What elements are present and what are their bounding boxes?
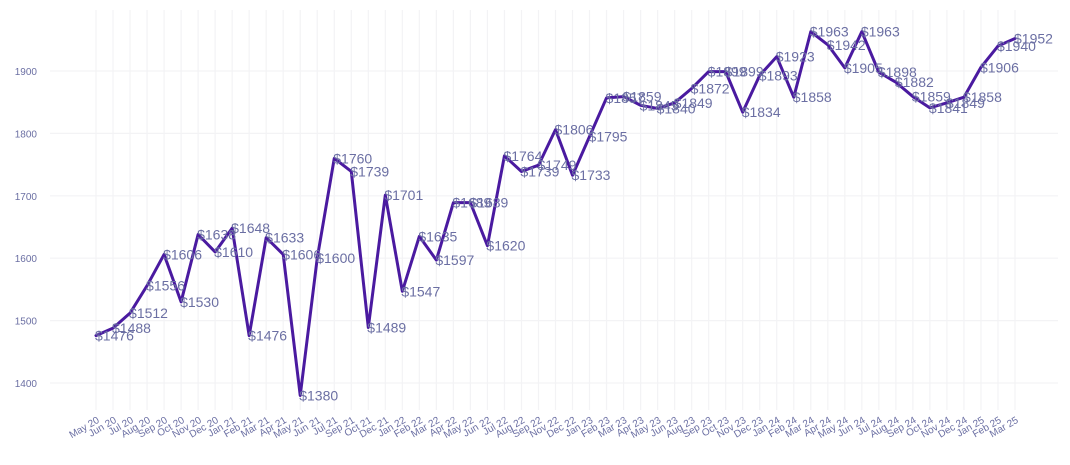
- grid-lines: [50, 10, 1058, 410]
- data-label: $1749: [537, 157, 576, 173]
- y-tick-label: 1700: [15, 192, 38, 203]
- data-label: $1530: [180, 294, 219, 310]
- data-labels: $1476$1488$1512$1556$1606$1530$1638$1610…: [95, 24, 1053, 404]
- data-label: $1845: [640, 97, 679, 113]
- y-tick-label: 1400: [15, 379, 38, 390]
- data-label: $1906: [980, 59, 1019, 75]
- data-label: $1882: [895, 74, 934, 90]
- data-label: $1849: [674, 95, 713, 111]
- data-label: $1597: [435, 252, 474, 268]
- data-label: $1898: [878, 64, 917, 80]
- data-label: $1764: [503, 148, 542, 164]
- data-label: $1849: [946, 95, 985, 111]
- data-label: $1840: [657, 100, 696, 116]
- data-label: $1476: [248, 328, 287, 344]
- data-label: $1899: [725, 64, 764, 80]
- data-label: $1701: [384, 187, 423, 203]
- data-label: $1834: [742, 104, 781, 120]
- data-label: $1633: [265, 230, 304, 246]
- data-label: $1905: [844, 60, 883, 76]
- data-label: $1952: [1014, 31, 1053, 47]
- data-label: $1635: [418, 228, 457, 244]
- data-label: $1857: [606, 90, 645, 106]
- data-label: $1859: [912, 89, 951, 105]
- data-label: $1512: [129, 305, 168, 321]
- data-label: $1488: [112, 320, 151, 336]
- data-label: $1606: [163, 246, 202, 262]
- data-label: $1380: [299, 387, 338, 403]
- data-label: $1841: [929, 100, 968, 116]
- data-label: $1733: [572, 167, 611, 183]
- data-label: $1648: [231, 220, 270, 236]
- data-label: $1923: [776, 49, 815, 65]
- data-label: $1963: [861, 24, 900, 40]
- data-label: $1859: [623, 89, 662, 105]
- series-line: [94, 30, 1017, 397]
- data-label: $1620: [486, 238, 525, 254]
- y-tick-label: 1900: [15, 67, 38, 78]
- data-label: $1547: [401, 283, 440, 299]
- data-label: $1606: [282, 246, 321, 262]
- y-axis-tick-labels: 1400 1500 1600 1700 1800 1900: [15, 67, 38, 390]
- data-label: $1739: [350, 163, 389, 179]
- data-label: $1893: [759, 67, 798, 83]
- y-tick-label: 1500: [15, 317, 38, 328]
- data-label: $1858: [793, 89, 832, 105]
- data-label: $1489: [367, 319, 406, 335]
- data-label: $1600: [316, 250, 355, 266]
- data-label: $1476: [95, 328, 134, 344]
- data-label: $1899: [708, 64, 747, 80]
- data-label: $1963: [810, 24, 849, 40]
- data-label: $1940: [997, 38, 1036, 54]
- data-label: $1795: [589, 129, 628, 145]
- data-label: $1689: [452, 195, 491, 211]
- data-label: $1806: [555, 122, 594, 138]
- data-label: $1556: [146, 278, 185, 294]
- data-label: $1872: [691, 80, 730, 96]
- data-label: $1638: [197, 226, 236, 242]
- data-label: $1610: [214, 244, 253, 260]
- data-label: $1942: [827, 37, 866, 53]
- data-label: $1858: [963, 89, 1002, 105]
- data-label: $1760: [333, 150, 372, 166]
- y-tick-label: 1800: [15, 129, 38, 140]
- data-label: $1739: [520, 163, 559, 179]
- data-label: $1689: [469, 195, 508, 211]
- y-tick-label: 1600: [15, 254, 38, 265]
